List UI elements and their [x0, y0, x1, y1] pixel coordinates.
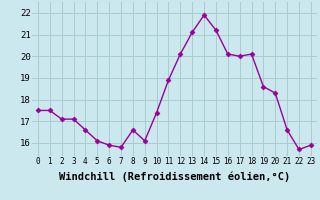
X-axis label: Windchill (Refroidissement éolien,°C): Windchill (Refroidissement éolien,°C) [59, 172, 290, 182]
